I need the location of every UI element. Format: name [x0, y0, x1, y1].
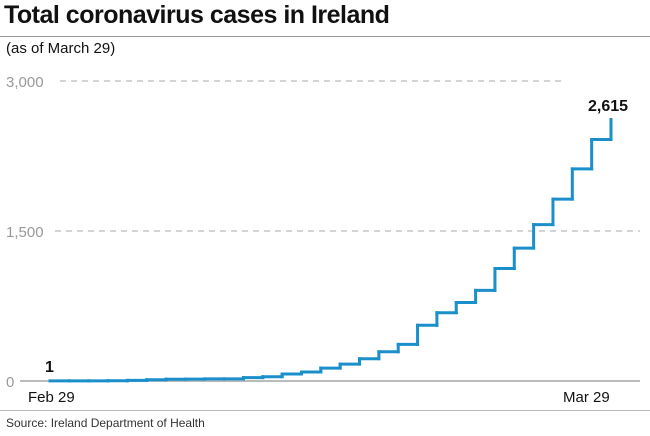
label-last-value: 2,615 — [588, 98, 628, 115]
divider — [0, 36, 650, 37]
x-tick-end: Mar 29 — [563, 389, 610, 406]
y-tick-1500: 1,500 — [6, 224, 44, 241]
source-note: Source: Ireland Department of Health — [6, 416, 205, 430]
divider — [0, 410, 650, 411]
chart-subtitle: (as of March 29) — [6, 40, 116, 57]
chart-title: Total coronavirus cases in Ireland — [4, 1, 390, 29]
x-tick-start: Feb 29 — [28, 389, 75, 406]
y-tick-3000: 3,000 — [6, 74, 44, 91]
label-first-value: 1 — [45, 359, 54, 376]
y-tick-0: 0 — [6, 374, 14, 391]
